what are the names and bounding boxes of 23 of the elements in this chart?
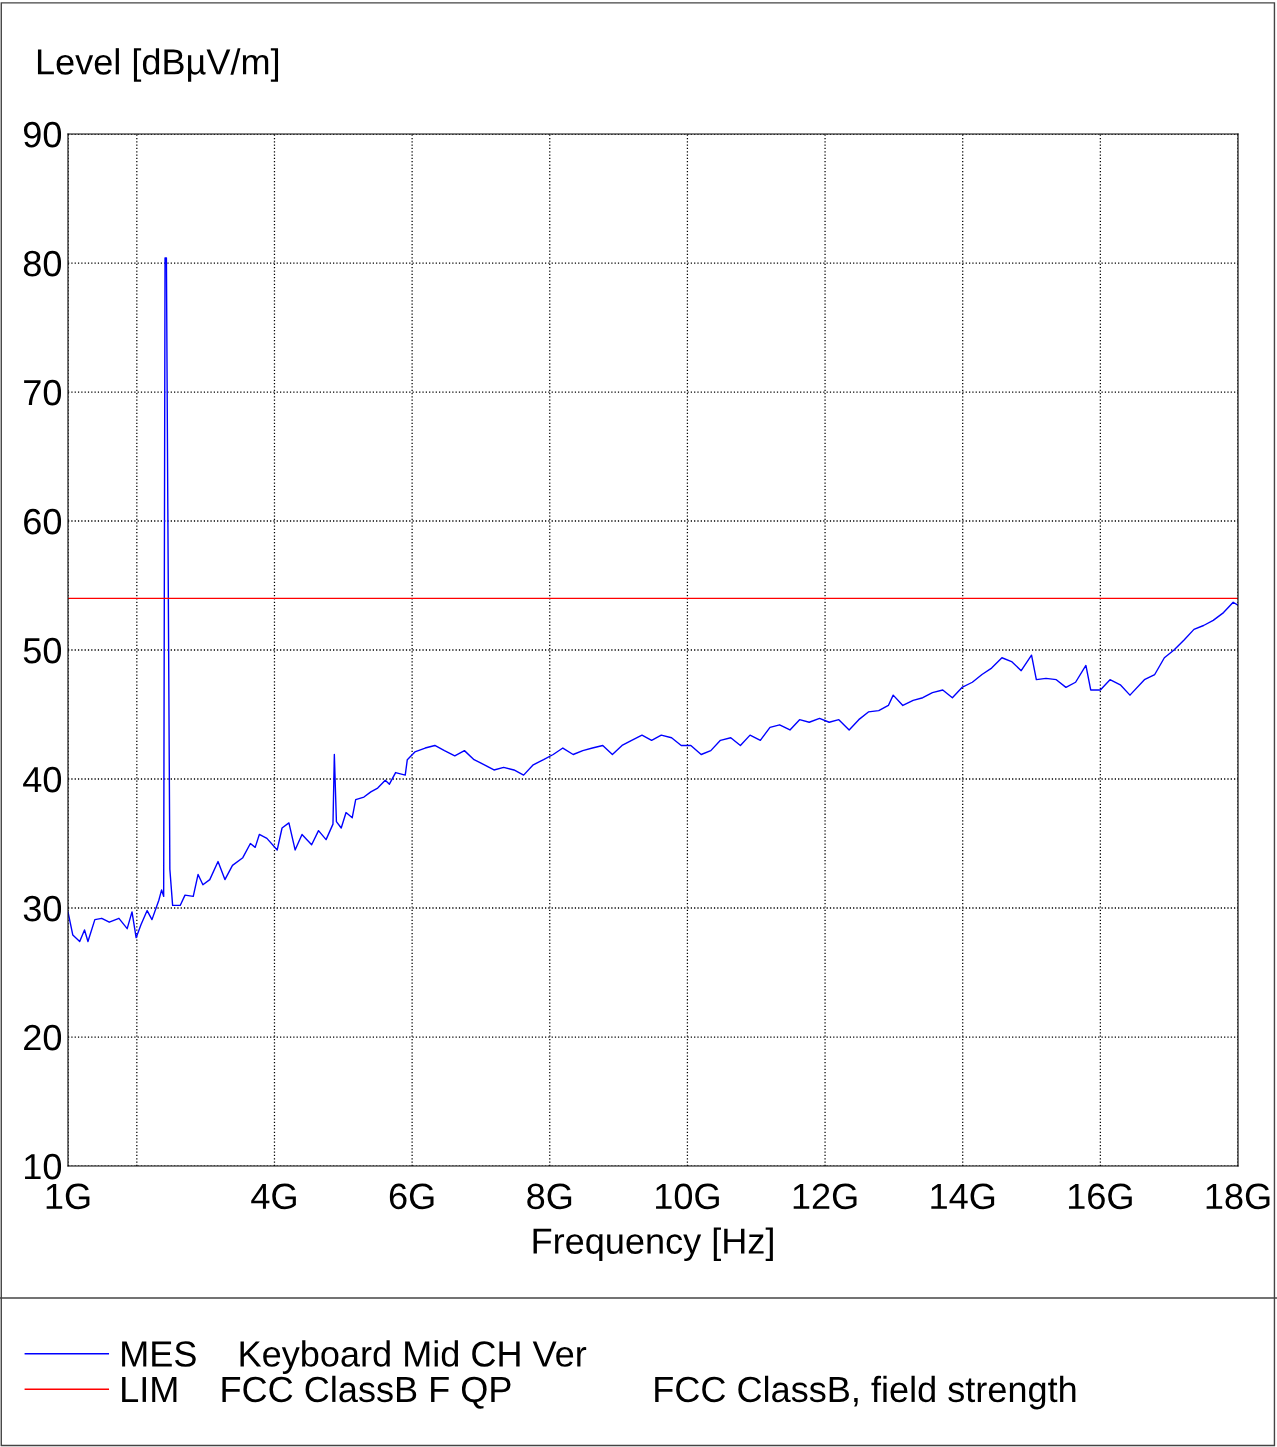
y-tick-label: 60 (24, 508, 62, 535)
x-tick-label: 4G (251, 1183, 296, 1210)
y-tick-label: 20 (24, 1024, 62, 1051)
x-tick-label: 18G (1206, 1183, 1270, 1210)
y-tick-label: 10 (25, 1153, 62, 1180)
x-tick-label: 14G (931, 1183, 995, 1210)
y-tick-label: 30 (23, 895, 62, 922)
legend-label: LIM FCC ClassB F QP FCC ClassB, field strength (122, 1375, 1076, 1410)
x-tick-label: 8G (527, 1183, 572, 1210)
y-tick-label: 40 (23, 766, 62, 793)
legend-label: MES Keyboard Mid CH Ver (122, 1340, 587, 1374)
y-tick-label: 90 (23, 121, 62, 148)
y-axis-title: Level [dBµV/m] (37, 48, 279, 82)
y-tick-label: 50 (23, 637, 62, 664)
y-tick-label: 70 (24, 379, 62, 406)
x-tick-label: 16G (1068, 1183, 1132, 1210)
y-tick-label: 80 (23, 250, 62, 277)
x-tick-label: 12G (793, 1183, 857, 1210)
x-tick-label: 6G (389, 1183, 434, 1210)
line-series (68, 257, 1238, 943)
x-tick-label: 1G (46, 1183, 90, 1210)
x-axis-title: Frequency [Hz] (533, 1227, 773, 1262)
x-tick-label: 10G (656, 1183, 719, 1210)
